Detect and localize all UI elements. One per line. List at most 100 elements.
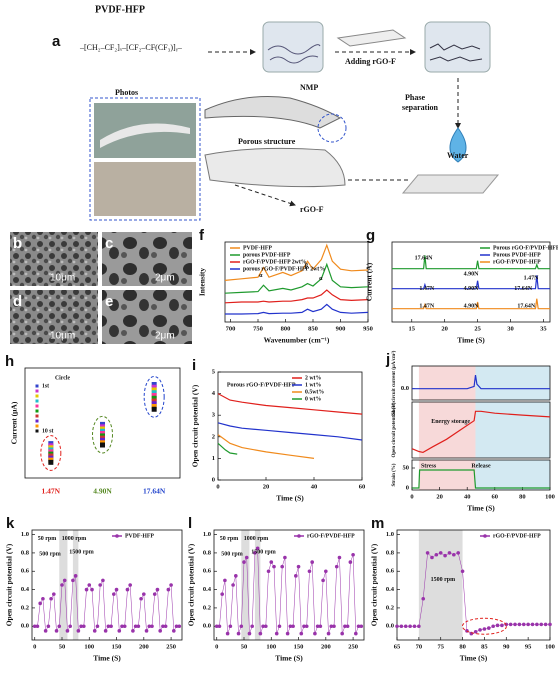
data-point bbox=[508, 622, 513, 627]
data-point bbox=[548, 622, 552, 627]
chart: Time (S) Strain (%) 0 20 40 60 80 100 0 50 Stress R… bbox=[392, 459, 555, 513]
x-tick-label: 950 bbox=[363, 325, 373, 332]
data-point bbox=[125, 587, 130, 592]
data-point bbox=[169, 583, 173, 587]
data-point bbox=[430, 555, 434, 560]
data-point bbox=[337, 555, 342, 560]
data-point bbox=[530, 622, 535, 627]
data-point bbox=[35, 624, 40, 629]
step-add: Adding rGO-F bbox=[345, 57, 396, 66]
shaded-region bbox=[254, 530, 261, 640]
data-point bbox=[345, 624, 350, 629]
data-point bbox=[136, 624, 141, 629]
legend-label: rGO-F/PVDF-HFP bbox=[307, 533, 355, 539]
data-point bbox=[151, 382, 157, 387]
plot-frame bbox=[396, 529, 551, 641]
zoom-circle bbox=[317, 113, 347, 143]
data-point bbox=[150, 624, 154, 629]
data-point bbox=[177, 624, 182, 629]
data-point bbox=[264, 624, 268, 629]
group-outline bbox=[92, 415, 113, 454]
x-tick-label: 20 bbox=[263, 483, 270, 490]
data-point bbox=[109, 624, 113, 629]
annotation: Release bbox=[471, 463, 491, 469]
data-point bbox=[321, 578, 325, 583]
legend-label: 0.5wt% bbox=[305, 389, 324, 395]
data-point bbox=[120, 624, 124, 629]
data-point bbox=[253, 551, 257, 555]
series-line bbox=[392, 255, 550, 270]
data-point bbox=[456, 551, 461, 555]
data-point bbox=[90, 587, 94, 592]
legend-marker bbox=[35, 429, 39, 433]
x-tick-label: 95 bbox=[525, 643, 532, 650]
annotation: Porous rGO-F/PVDF-HFP bbox=[227, 382, 296, 388]
data-point bbox=[32, 624, 37, 629]
data-point bbox=[49, 596, 53, 601]
data-point bbox=[277, 624, 282, 629]
x-tick-label: 150 bbox=[112, 643, 122, 650]
series-line bbox=[412, 469, 550, 489]
data-point bbox=[283, 555, 287, 560]
data-point bbox=[68, 624, 72, 629]
data-point bbox=[285, 631, 290, 636]
data-point bbox=[100, 442, 105, 448]
data-point bbox=[302, 624, 306, 629]
annotation: 4.90N bbox=[464, 303, 480, 309]
data-point bbox=[434, 552, 439, 557]
y-tick-label: 0.4 bbox=[21, 586, 30, 593]
annotation: 1.47N bbox=[524, 275, 540, 281]
data-point bbox=[482, 627, 487, 631]
water-drop bbox=[449, 127, 467, 163]
panel-label: k bbox=[6, 515, 15, 532]
plot-frame bbox=[213, 529, 365, 641]
scale-bar: 2μm bbox=[155, 331, 175, 342]
data-point bbox=[304, 624, 309, 629]
solvent: NMP bbox=[300, 83, 318, 92]
legend-label: 10 st bbox=[42, 428, 54, 434]
data-point bbox=[452, 552, 456, 557]
data-point bbox=[417, 624, 421, 629]
data-point bbox=[144, 629, 149, 633]
data-point bbox=[152, 592, 157, 596]
x-tick-label: 50 bbox=[59, 643, 66, 650]
data-point bbox=[359, 624, 364, 629]
data-point bbox=[46, 624, 51, 629]
data-point bbox=[231, 583, 235, 587]
y-tick-label: 1 bbox=[212, 455, 215, 462]
data-point bbox=[151, 387, 157, 393]
data-point bbox=[280, 564, 284, 569]
x-tick-label: 200 bbox=[321, 643, 331, 650]
y-tick-label: 0 bbox=[212, 476, 215, 483]
x-tick-label: 20 bbox=[441, 325, 448, 332]
data-point bbox=[117, 629, 122, 633]
data-point bbox=[326, 631, 331, 636]
panel-label: b bbox=[13, 235, 22, 252]
panel-label: f bbox=[199, 227, 205, 244]
data-point bbox=[223, 578, 227, 583]
data-point bbox=[299, 631, 304, 636]
porous-label: Porous structure bbox=[238, 137, 296, 146]
y-axis-label: Current (A) bbox=[365, 262, 374, 301]
panel-label: j bbox=[385, 351, 390, 368]
legend-marker bbox=[115, 534, 119, 538]
x-tick-label: 750 bbox=[253, 325, 263, 332]
x-tick-label: 80 bbox=[459, 643, 466, 650]
legend-label: 0 wt% bbox=[305, 396, 321, 402]
shaded-region bbox=[72, 530, 79, 640]
data-point bbox=[48, 459, 54, 465]
y-tick-label: 0.2 bbox=[203, 604, 211, 611]
x-tick-label: 25 bbox=[474, 325, 481, 332]
x-tick-label: 70 bbox=[416, 643, 423, 650]
data-point bbox=[315, 624, 320, 629]
data-point bbox=[412, 624, 417, 629]
y-tick-label: 50 bbox=[403, 464, 410, 471]
data-point bbox=[82, 624, 86, 629]
legend-label: PVDF-HFP bbox=[243, 245, 272, 251]
data-point bbox=[38, 601, 42, 606]
data-point bbox=[155, 587, 160, 592]
x-tick-label: 100 bbox=[545, 493, 555, 500]
data-point bbox=[261, 624, 265, 629]
data-point bbox=[526, 622, 530, 627]
annotation: 50 rpm bbox=[220, 536, 239, 542]
